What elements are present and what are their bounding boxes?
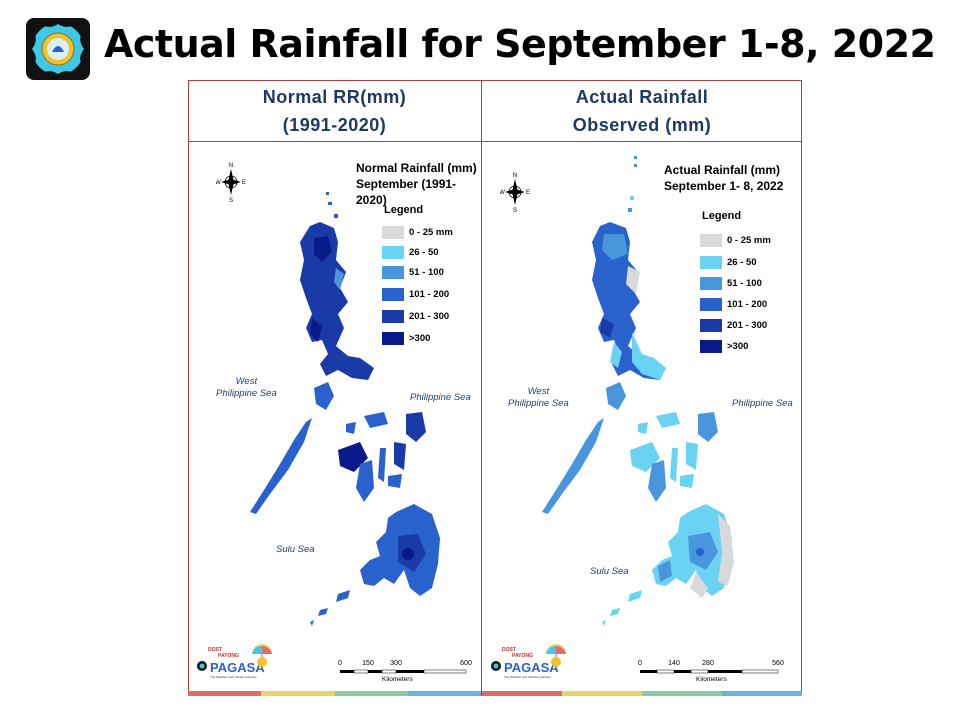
samar-island	[698, 412, 718, 442]
svg-text:PAGASA: PAGASA	[504, 660, 559, 675]
palawan-island	[250, 418, 312, 514]
normal-legend-item: 51 - 100	[382, 266, 444, 279]
svg-text:PAYONG: PAYONG	[512, 653, 533, 659]
pagasa-logo: DOST PAYONG PAGASA The Weather and Clima…	[194, 644, 272, 684]
pagasa-seal-logo	[26, 18, 90, 80]
luzon-island	[592, 222, 666, 380]
normal-footer-colorbar	[188, 691, 481, 696]
svg-text:The Weather and Climate Author: The Weather and Climate Authority	[210, 675, 257, 679]
normal-map-islands	[250, 192, 440, 626]
actual-map-islands	[542, 156, 734, 626]
normal-rainfall-panel: Normal RR(mm) (1991-2020)	[188, 80, 482, 696]
svg-text:PAGASA: PAGASA	[210, 660, 265, 675]
philippine-sea-label: Philippine Sea	[732, 398, 793, 409]
actual-scale-unit: Kilometers	[696, 676, 727, 683]
compass-e: E	[242, 180, 246, 186]
mindoro-island	[606, 382, 626, 410]
sulu-sea-label: Sulu Sea	[590, 566, 629, 577]
normal-legend-item: >300	[382, 332, 430, 345]
svg-text:PAYONG: PAYONG	[218, 653, 239, 659]
svg-text:The Weather and Climate Author: The Weather and Climate Authority	[504, 675, 551, 679]
mindoro-island	[314, 382, 334, 410]
actual-header-line2: Observed (mm)	[572, 114, 712, 135]
compass-n: N	[513, 173, 517, 179]
actual-map-title: Actual Rainfall (mm) September 1- 8, 202…	[664, 163, 784, 193]
actual-panel-header: Actual Rainfall Observed (mm)	[482, 80, 802, 142]
negros-island	[648, 460, 666, 502]
actual-header-line1: Actual Rainfall	[575, 86, 709, 107]
luzon-island	[300, 222, 374, 380]
actual-footer-colorbar	[482, 691, 802, 696]
normal-legend-title: Legend	[384, 204, 424, 216]
philippine-sea-label: Philippine Sea	[410, 392, 471, 403]
slide-title: Actual Rainfall for September 1-8, 2022	[104, 22, 936, 66]
sulu-sea-label: Sulu Sea	[276, 544, 315, 555]
svg-text:DOST: DOST	[208, 647, 222, 653]
normal-legend-item: 201 - 300	[382, 310, 449, 323]
actual-legend-item: 0 - 25 mm	[700, 234, 771, 247]
normal-scale-unit: Kilometers	[382, 676, 413, 683]
compass-s: S	[513, 208, 517, 212]
actual-scale-labels: 0 140 280 560	[638, 660, 784, 667]
samar-island	[406, 412, 426, 442]
actual-rainfall-panel: Actual Rainfall Observed (mm)	[482, 80, 802, 696]
compass-e: E	[526, 190, 530, 196]
actual-legend-item: 201 - 300	[700, 319, 767, 332]
normal-legend-item: 101 - 200	[382, 288, 449, 301]
west-philippine-sea-label: West Philippine Sea	[508, 386, 569, 409]
compass-w: W	[500, 190, 505, 196]
actual-legend-item: 51 - 100	[700, 277, 762, 290]
actual-legend-item: >300	[700, 340, 748, 353]
normal-legend-item: 0 - 25 mm	[382, 226, 453, 239]
compass-n: N	[229, 163, 233, 169]
normal-header-line2: (1991-2020)	[282, 114, 387, 135]
pagasa-logo: DOST PAYONG PAGASA The Weather and Clima…	[488, 644, 566, 684]
normal-panel-header: Normal RR(mm) (1991-2020)	[188, 80, 481, 142]
actual-rainfall-map: N S W E Actual Rainfall (mm) September 1…	[482, 142, 802, 696]
actual-legend-item: 101 - 200	[700, 298, 767, 311]
actual-legend-item: 26 - 50	[700, 256, 757, 269]
compass-rose-icon: N S W E	[499, 170, 530, 214]
normal-header-line1: Normal RR(mm)	[262, 86, 407, 107]
normal-scale-labels: 0 150 300 600	[338, 660, 472, 667]
compass-w: W	[216, 180, 221, 186]
negros-island	[356, 460, 374, 502]
normal-map-title: Normal Rainfall (mm) September (1991-202…	[356, 161, 477, 207]
compass-s: S	[229, 198, 233, 202]
normal-legend-item: 26 - 50	[382, 246, 439, 259]
svg-text:DOST: DOST	[502, 647, 516, 653]
palawan-island	[542, 418, 604, 514]
normal-rainfall-map: N S W E Normal Rainfall (mm) September (…	[188, 142, 481, 696]
west-philippine-sea-label: West Philippine Sea	[216, 376, 277, 399]
actual-legend-title: Legend	[702, 210, 742, 222]
compass-rose-icon: N S W E	[215, 160, 246, 204]
